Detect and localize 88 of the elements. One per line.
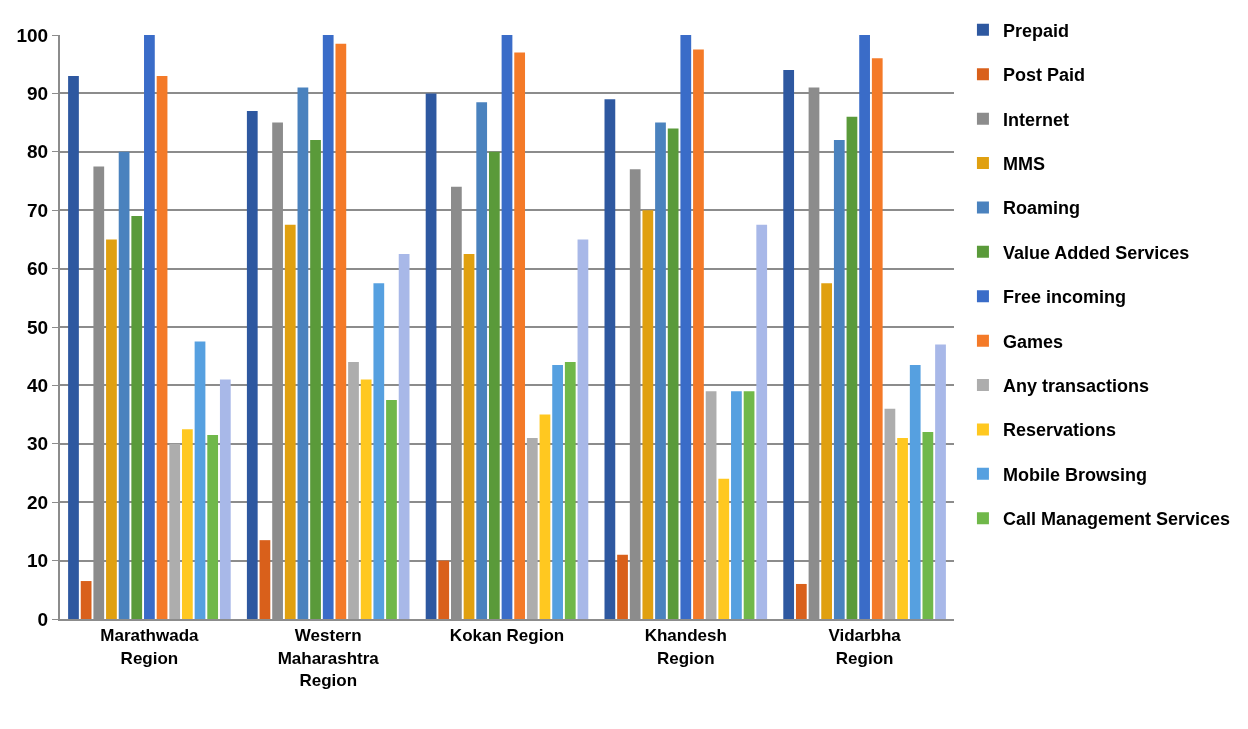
bar bbox=[297, 87, 309, 619]
legend-label: Free incoming bbox=[1002, 287, 1126, 308]
bar bbox=[106, 239, 117, 619]
bar bbox=[922, 432, 934, 619]
bar bbox=[833, 140, 845, 619]
bar bbox=[539, 414, 551, 619]
bar bbox=[731, 391, 742, 619]
bar bbox=[259, 540, 271, 619]
bar bbox=[642, 210, 654, 619]
bar bbox=[821, 283, 833, 619]
legend-label: Internet bbox=[1002, 109, 1069, 130]
bar bbox=[80, 581, 92, 619]
y-tick-label: 100 bbox=[16, 24, 49, 46]
bar bbox=[360, 379, 372, 619]
bar bbox=[514, 52, 526, 619]
bar bbox=[373, 283, 385, 619]
bar bbox=[169, 443, 181, 619]
y-tick-label: 80 bbox=[27, 141, 49, 163]
bar bbox=[909, 364, 921, 619]
bar bbox=[156, 75, 168, 619]
bar bbox=[935, 344, 946, 619]
bar bbox=[131, 216, 143, 619]
bar bbox=[181, 429, 193, 619]
bar bbox=[743, 391, 755, 619]
bar bbox=[871, 58, 883, 619]
legend-label: Mobile Browsing bbox=[1002, 464, 1147, 485]
bar bbox=[884, 408, 896, 619]
bar bbox=[194, 341, 206, 619]
x-tick-label: Western Maharashtra Region bbox=[277, 626, 380, 690]
bar bbox=[386, 400, 397, 619]
bar bbox=[680, 35, 692, 619]
bar bbox=[655, 122, 666, 619]
legend-label: Call Management Services bbox=[1002, 509, 1231, 530]
y-tick-label: 30 bbox=[27, 433, 49, 455]
bar bbox=[859, 35, 870, 619]
y-tick-label: 70 bbox=[27, 199, 49, 221]
bar bbox=[463, 254, 475, 619]
legend-label: Reservations bbox=[1002, 420, 1116, 441]
bar bbox=[118, 151, 130, 619]
bar bbox=[322, 35, 334, 619]
y-tick-label: 90 bbox=[27, 83, 49, 105]
bar bbox=[897, 437, 908, 619]
bar bbox=[488, 151, 500, 619]
bar bbox=[68, 75, 79, 619]
bar bbox=[144, 35, 155, 619]
bar bbox=[564, 362, 576, 619]
bar bbox=[693, 49, 704, 619]
bar bbox=[795, 583, 807, 619]
bar bbox=[207, 435, 219, 619]
bar bbox=[604, 99, 616, 619]
bar bbox=[526, 437, 538, 619]
bar bbox=[335, 43, 347, 619]
bar bbox=[501, 35, 513, 619]
bar bbox=[348, 362, 359, 619]
bar bbox=[398, 254, 410, 619]
bar bbox=[667, 128, 679, 619]
bar bbox=[438, 560, 450, 619]
y-tick-label: 0 bbox=[37, 608, 49, 630]
x-tick-label: Marathwada Region bbox=[100, 626, 200, 668]
legend-label: MMS bbox=[1002, 154, 1045, 175]
bar bbox=[219, 379, 231, 619]
bar bbox=[310, 140, 321, 619]
bar bbox=[425, 93, 437, 619]
bar bbox=[705, 391, 717, 619]
legend-label: Post Paid bbox=[1002, 65, 1085, 86]
x-tick-label: Kokan Region bbox=[449, 626, 565, 646]
bar bbox=[756, 224, 768, 619]
y-tick-label: 10 bbox=[27, 550, 49, 572]
bar bbox=[577, 239, 589, 619]
bar bbox=[846, 116, 858, 619]
x-tick-label: Vidarbha Region bbox=[828, 626, 902, 668]
bar bbox=[552, 364, 563, 619]
legend-label: Any transactions bbox=[1002, 376, 1149, 397]
bar bbox=[476, 102, 488, 619]
legend-label: Value Added Services bbox=[1002, 242, 1190, 263]
y-tick-label: 60 bbox=[27, 258, 49, 280]
legend-label: Roaming bbox=[1002, 198, 1080, 219]
legend-label: Prepaid bbox=[1002, 20, 1069, 41]
bar bbox=[246, 110, 258, 619]
y-tick-label: 50 bbox=[27, 316, 49, 338]
legend-label: Games bbox=[1002, 331, 1063, 352]
bar bbox=[284, 224, 296, 619]
x-tick-label: Khandesh Region bbox=[644, 626, 727, 668]
bar bbox=[617, 554, 628, 619]
y-tick-label: 40 bbox=[27, 375, 49, 397]
y-tick-label: 20 bbox=[27, 491, 49, 513]
bar bbox=[718, 478, 730, 619]
bar bbox=[783, 70, 795, 619]
